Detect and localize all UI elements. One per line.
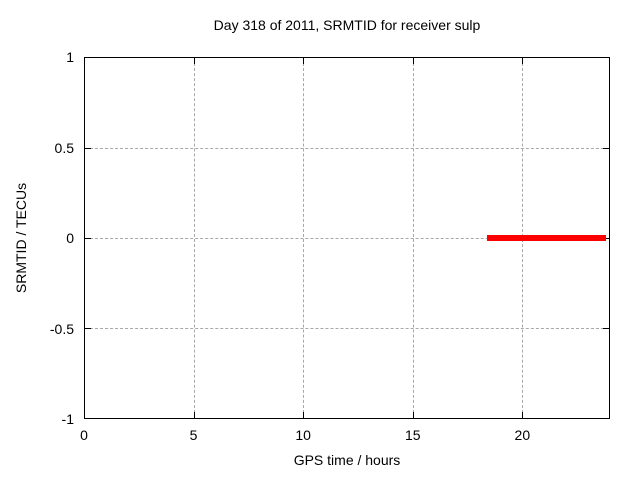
tick-x-bottom-5: [194, 412, 196, 418]
tick-y-left-0.5: [85, 148, 91, 149]
tick-label-y-1: 1: [66, 49, 74, 65]
tick-x-top-15: [412, 58, 414, 64]
tick-x-bottom-15: [412, 412, 414, 418]
tick-x-top-20: [521, 58, 523, 64]
x-axis-title: GPS time / hours: [293, 452, 401, 468]
chart-title: Day 318 of 2011, SRMTID for receiver sul…: [213, 17, 481, 33]
series-srmtid-segment: [486, 235, 606, 241]
tick-label-y--0.5: -0.5: [49, 320, 74, 337]
tick-label-x-20: 20: [514, 427, 531, 443]
tick-y-left--0.5: [85, 328, 91, 329]
tick-x-top-5: [194, 58, 196, 64]
tick-label-y--1: -1: [61, 411, 74, 427]
tick-x-top-10: [303, 58, 305, 64]
tick-y-right--0.5: [603, 328, 609, 329]
plot-area: [84, 57, 610, 419]
tick-label-y-0: 0: [66, 230, 74, 246]
gridline-y-0.5: [85, 148, 609, 149]
tick-x-bottom-20: [521, 412, 523, 418]
tick-y-right-0.5: [603, 148, 609, 149]
tick-label-x-0: 0: [80, 427, 88, 443]
gridline-y-0: [85, 238, 609, 239]
tick-label-x-5: 5: [189, 427, 198, 443]
tick-y-right-0: [603, 238, 609, 239]
tick-label-x-15: 15: [404, 427, 421, 443]
tick-label-y-0.5: 0.5: [54, 139, 74, 156]
gridline-y--0.5: [85, 328, 609, 329]
tick-y-left-0: [85, 238, 91, 239]
tick-label-x-10: 10: [295, 427, 311, 443]
tick-x-bottom-10: [303, 412, 305, 418]
